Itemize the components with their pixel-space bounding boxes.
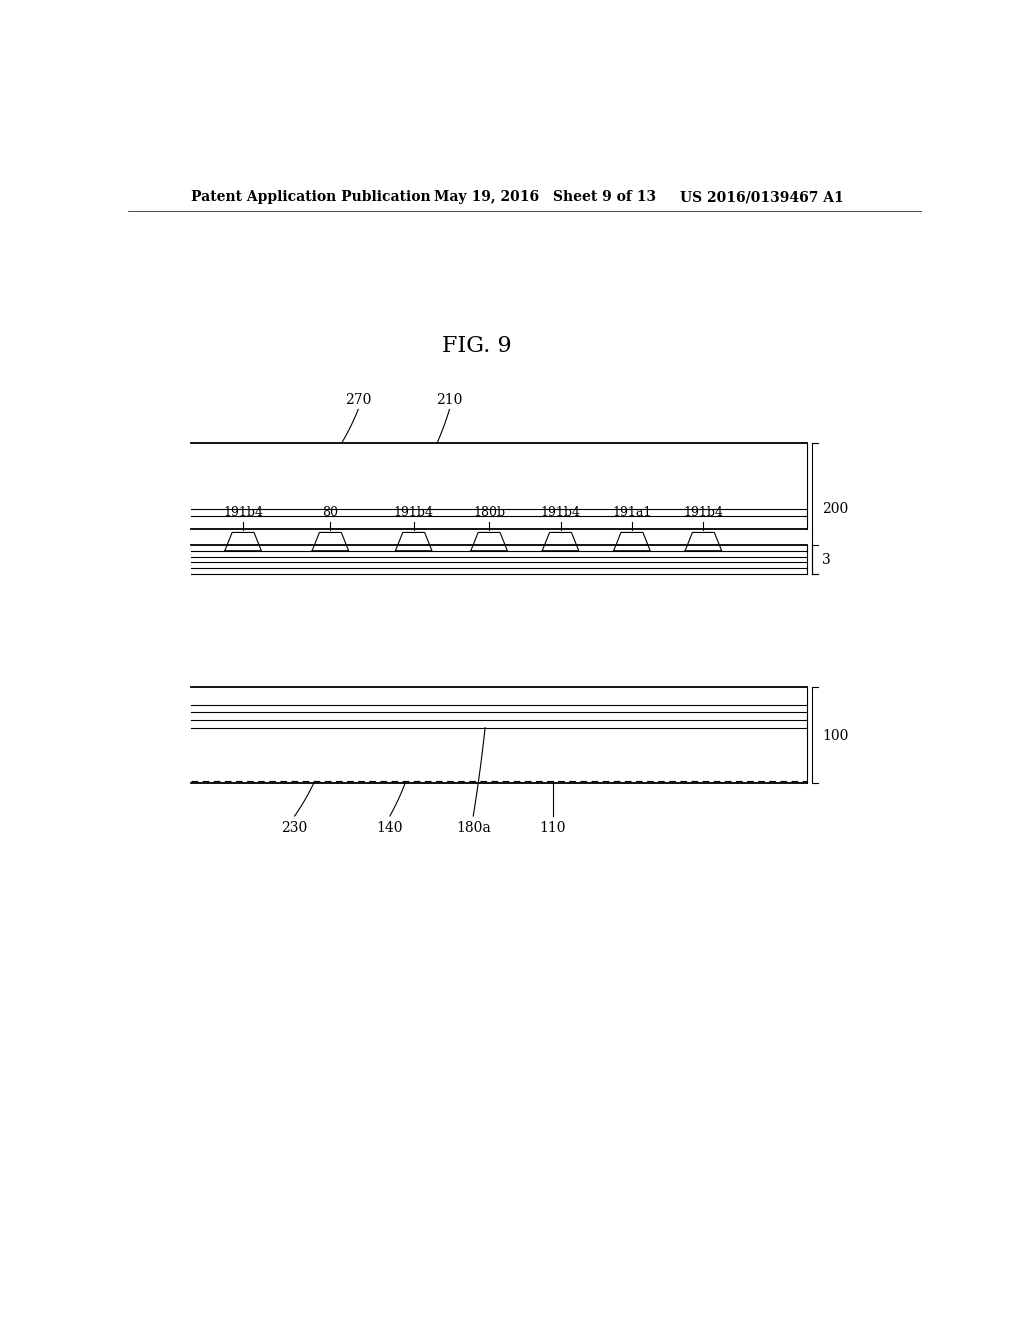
Text: 210: 210 (436, 393, 463, 408)
Text: 191b4: 191b4 (393, 507, 434, 519)
Text: 191a1: 191a1 (612, 507, 651, 519)
Text: US 2016/0139467 A1: US 2016/0139467 A1 (680, 190, 844, 205)
Text: 191b4: 191b4 (683, 507, 723, 519)
Text: 230: 230 (282, 821, 308, 836)
Text: 80: 80 (323, 507, 338, 519)
Text: 3: 3 (822, 553, 831, 566)
Text: May 19, 2016: May 19, 2016 (433, 190, 539, 205)
Text: 140: 140 (377, 821, 403, 836)
Text: 191b4: 191b4 (223, 507, 263, 519)
Text: Patent Application Publication: Patent Application Publication (191, 190, 431, 205)
Text: 180a: 180a (456, 821, 490, 836)
Text: 100: 100 (822, 729, 849, 743)
Text: Sheet 9 of 13: Sheet 9 of 13 (553, 190, 655, 205)
Text: FIG. 9: FIG. 9 (442, 335, 512, 358)
Text: 110: 110 (540, 821, 566, 836)
Text: 180b: 180b (473, 507, 505, 519)
Text: 270: 270 (345, 393, 372, 408)
Text: 200: 200 (822, 502, 849, 516)
Text: 191b4: 191b4 (541, 507, 581, 519)
